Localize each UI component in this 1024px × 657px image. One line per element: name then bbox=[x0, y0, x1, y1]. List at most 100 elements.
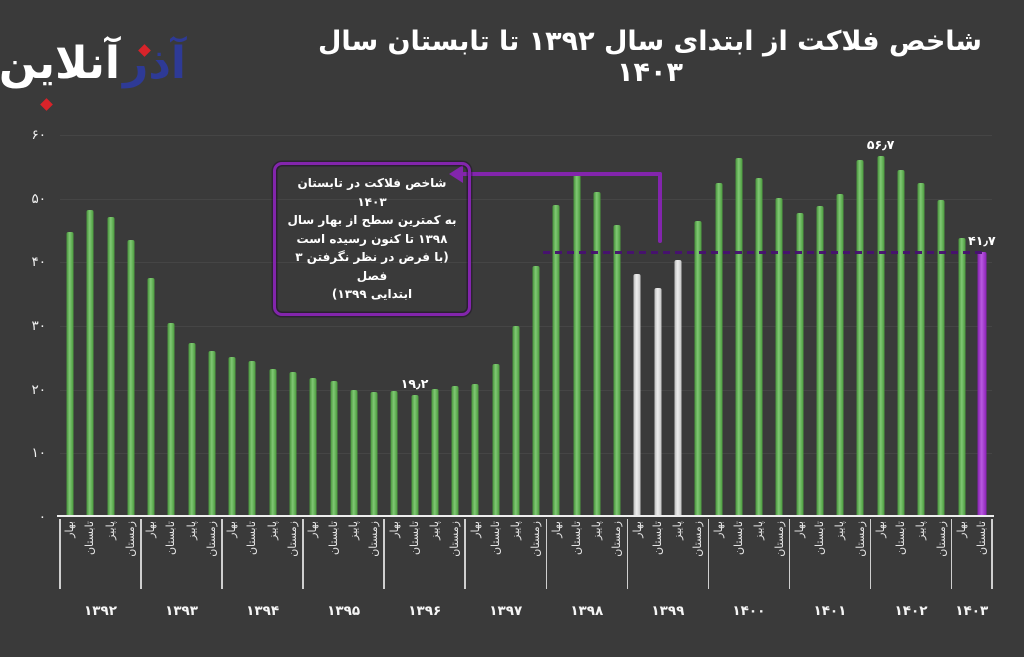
season-label: بهار bbox=[954, 521, 968, 538]
season-label: پاییز bbox=[346, 521, 360, 540]
bar bbox=[289, 371, 297, 517]
bar-slot: زمستان bbox=[688, 135, 708, 557]
bar-slot: تابستان bbox=[810, 135, 830, 555]
gridline bbox=[60, 135, 992, 136]
bar-slot: زمستان bbox=[283, 135, 303, 557]
bar-value-label: ۱۹٫۲ bbox=[400, 375, 429, 391]
year-group: بهار تابستان پاییز زمستان ۱۳۹۲ bbox=[59, 135, 142, 619]
bar bbox=[977, 251, 987, 517]
season-label: پاییز bbox=[833, 521, 847, 540]
bar-groups: بهار تابستان پاییز زمستان ۱۳۹۲ بهار تابستان پای… bbox=[59, 135, 996, 619]
bar-slot: پاییز bbox=[830, 135, 850, 540]
year-label: ۱۴۰۰ bbox=[732, 603, 766, 619]
year-group: بهار تابستان پاییز زمستان ۱۴۰۱ bbox=[789, 135, 872, 619]
bar-slot: بهار bbox=[303, 135, 323, 538]
bar-slot: پاییز bbox=[749, 135, 769, 540]
bar bbox=[613, 224, 621, 517]
year-label: ۱۴۰۳ bbox=[955, 603, 989, 619]
season-label: پاییز bbox=[508, 521, 522, 540]
bar bbox=[330, 381, 338, 517]
bar-slot: زمستان bbox=[769, 135, 789, 557]
season-label: زمستان bbox=[934, 521, 948, 557]
bar-slot: بهار bbox=[546, 135, 566, 538]
season-label: تابستان bbox=[650, 521, 664, 556]
bar-slot: تابستان bbox=[80, 135, 100, 555]
gridline bbox=[60, 262, 992, 264]
bar bbox=[552, 205, 560, 517]
season-label: تابستان bbox=[893, 521, 907, 556]
bar-slot: ۵۶٫۷ بهار bbox=[867, 135, 895, 538]
bar-slot: پاییز bbox=[911, 135, 931, 540]
year-group: بهار تابستان پاییز زمستان ۱۳۹۷ bbox=[465, 135, 548, 619]
bar-slot: زمستان bbox=[850, 135, 870, 557]
season-label: تابستان bbox=[488, 521, 502, 556]
gridline bbox=[60, 453, 992, 455]
bar bbox=[208, 351, 216, 517]
year-group: بهار تابستان پاییز زمستان ۱۳۹۵ bbox=[303, 135, 385, 619]
bar bbox=[816, 206, 824, 517]
year-label: ۱۳۹۸ bbox=[570, 603, 604, 619]
season-label: بهار bbox=[225, 521, 239, 538]
season-label: زمستان bbox=[853, 521, 867, 557]
bar bbox=[917, 182, 925, 517]
bar-slot: تابستان bbox=[567, 135, 587, 555]
bar bbox=[694, 220, 702, 517]
bar bbox=[107, 217, 115, 517]
bar bbox=[147, 277, 155, 517]
season-label: تابستان bbox=[326, 521, 340, 556]
bar-slot: پاییز bbox=[263, 135, 283, 540]
annotation-line: (با فرض در نظر نگرفتن ۳ فصل bbox=[295, 250, 449, 283]
bar bbox=[167, 323, 175, 517]
bar bbox=[573, 174, 581, 517]
y-tick-label: ۴۰ bbox=[31, 254, 46, 271]
bar bbox=[451, 385, 459, 517]
annotation-line: به کمترین سطح از بهار سال bbox=[287, 213, 457, 227]
annotation-line: ۱۳۹۸ تا کنون رسیده است bbox=[296, 231, 448, 246]
gridline bbox=[60, 198, 992, 200]
season-label: پاییز bbox=[671, 521, 684, 540]
bar bbox=[188, 342, 196, 517]
year-group: بهار تابستان پاییز زمستان ۱۳۹۸ bbox=[546, 135, 629, 619]
season-label: تابستان bbox=[731, 521, 745, 556]
bar-slot: زمستان bbox=[445, 135, 465, 557]
bar bbox=[248, 361, 256, 517]
bar bbox=[877, 156, 885, 517]
bar-slot: بهار bbox=[708, 135, 728, 538]
bar bbox=[593, 191, 601, 517]
bar-slot: تابستان bbox=[486, 135, 506, 555]
year-group: بهار تابستان پاییز زمستان ۱۳۹۳ bbox=[141, 135, 223, 619]
bar-slot: تابستان bbox=[891, 135, 911, 555]
season-label: زمستان bbox=[691, 521, 705, 557]
bar-slot: بهار bbox=[141, 135, 161, 538]
bar bbox=[66, 231, 74, 517]
bar-slot: زمستان bbox=[607, 135, 627, 557]
year-label: ۱۳۹۶ bbox=[408, 603, 442, 619]
bar-slot: بهار bbox=[384, 135, 404, 538]
bar bbox=[633, 274, 641, 517]
bar bbox=[269, 369, 277, 517]
bar bbox=[512, 326, 520, 517]
bar bbox=[532, 266, 540, 517]
bar-slot: زمستان bbox=[931, 135, 951, 557]
bar-slot: بهار bbox=[627, 135, 647, 538]
bar bbox=[836, 194, 844, 517]
bar-slot: پاییز bbox=[587, 135, 607, 540]
y-tick-label: ۵۰ bbox=[31, 190, 46, 207]
season-label: بهار bbox=[792, 521, 806, 538]
bar bbox=[86, 210, 94, 517]
logo-red-diamond-icon bbox=[40, 98, 53, 111]
bar-slot: تابستان bbox=[648, 135, 668, 555]
bar bbox=[370, 392, 378, 517]
season-label: تابستان bbox=[407, 521, 421, 556]
bar-value-label: ۵۶٫۷ bbox=[866, 137, 895, 153]
bar-slot: تابستان bbox=[242, 135, 262, 555]
y-tick-label: ۳۰ bbox=[31, 318, 46, 334]
annotation-arrow-head bbox=[449, 165, 463, 183]
bar bbox=[471, 383, 479, 517]
y-tick-label: ۶۰ bbox=[31, 127, 46, 143]
year-label: ۱۳۹۲ bbox=[84, 603, 117, 619]
bar-slot: بهار bbox=[952, 135, 972, 538]
season-label: زمستان bbox=[610, 521, 624, 557]
season-label: بهار bbox=[873, 521, 887, 538]
